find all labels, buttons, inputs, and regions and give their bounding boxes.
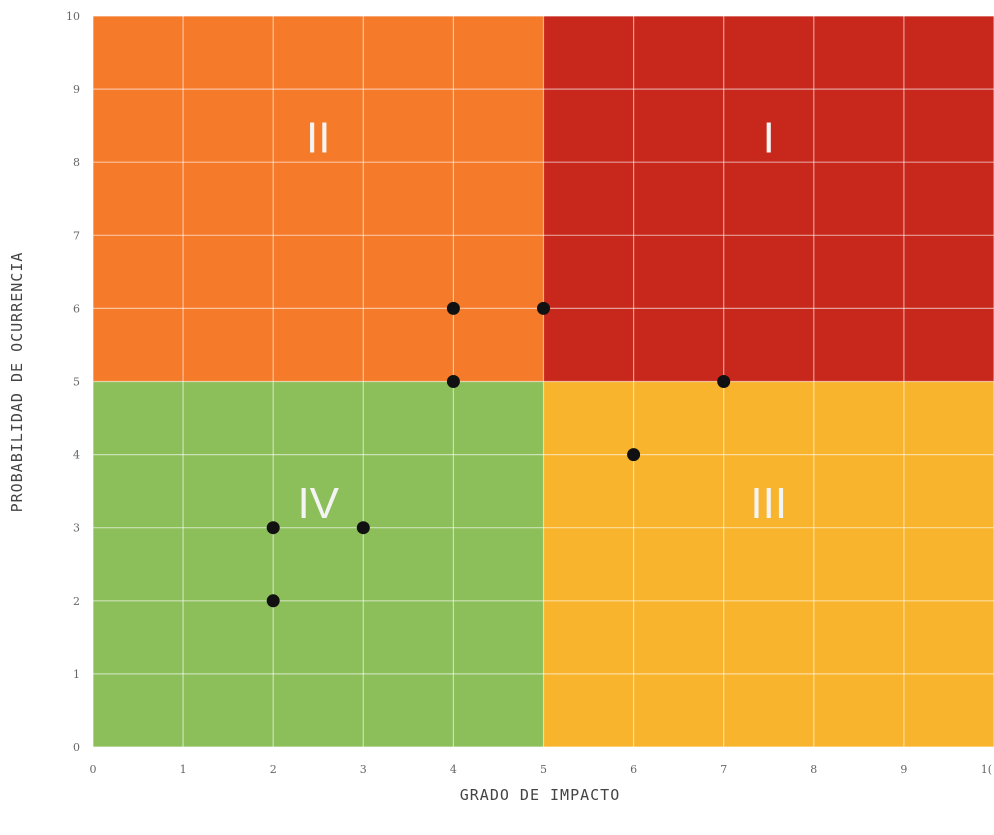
y-tick-label: 8: [73, 156, 80, 169]
quadrant-iii-region: [543, 381, 994, 747]
y-tick-label: 7: [73, 229, 80, 242]
x-tick-label: 3: [360, 763, 367, 776]
y-tick-label: 3: [73, 522, 80, 535]
x-tick-label: 1(: [981, 763, 992, 776]
y-tick-label: 6: [73, 302, 80, 315]
data-point: [266, 521, 280, 535]
y-tick-label: 9: [73, 83, 80, 96]
x-tick-label: 5: [540, 763, 547, 776]
data-point: [627, 448, 641, 462]
data-point: [446, 301, 460, 315]
data-point: [266, 594, 280, 608]
y-tick-label: 10: [66, 10, 80, 23]
x-tick-label: 4: [450, 763, 457, 776]
y-axis-title: PROBABILIDAD DE OCURRENCIA: [8, 252, 26, 513]
data-point: [356, 521, 370, 535]
y-tick-label: 5: [73, 376, 80, 389]
data-point: [717, 375, 731, 388]
x-tick-label: 0: [90, 763, 97, 776]
x-axis-title: GRADO DE IMPACTO: [460, 786, 621, 804]
x-tick-label: 9: [900, 763, 907, 776]
quadrant-iv-region: [93, 381, 544, 747]
quadrant-i-region: [543, 16, 994, 382]
data-point: [537, 301, 550, 315]
x-tick-label: 1: [180, 763, 187, 776]
x-axis-ticks: 0 1 2 3 4 5 6 7 8 9 1(: [90, 763, 993, 776]
x-tick-label: 2: [270, 763, 277, 776]
y-tick-label: 1: [73, 668, 80, 681]
x-tick-label: 6: [630, 763, 637, 776]
quadrant-iii-label: III: [750, 479, 787, 528]
x-tick-label: 8: [810, 763, 817, 776]
gridlines: [92, 15, 994, 748]
data-points: [266, 301, 731, 608]
quadrant-iv-label: IV: [297, 479, 339, 528]
x-tick-label: 7: [720, 763, 727, 776]
y-tick-label: 0: [73, 741, 80, 754]
y-tick-label: 2: [73, 595, 80, 608]
quadrant-ii-region: [93, 16, 544, 382]
quadrant-i-label: I: [763, 114, 775, 163]
y-axis-ticks: 0 1 2 3 4 5 6 7 8 9 10: [66, 10, 80, 754]
y-tick-label: 4: [73, 449, 80, 462]
quadrant-regions: [93, 16, 994, 747]
data-point: [446, 375, 460, 388]
quadrant-ii-label: II: [306, 114, 330, 163]
